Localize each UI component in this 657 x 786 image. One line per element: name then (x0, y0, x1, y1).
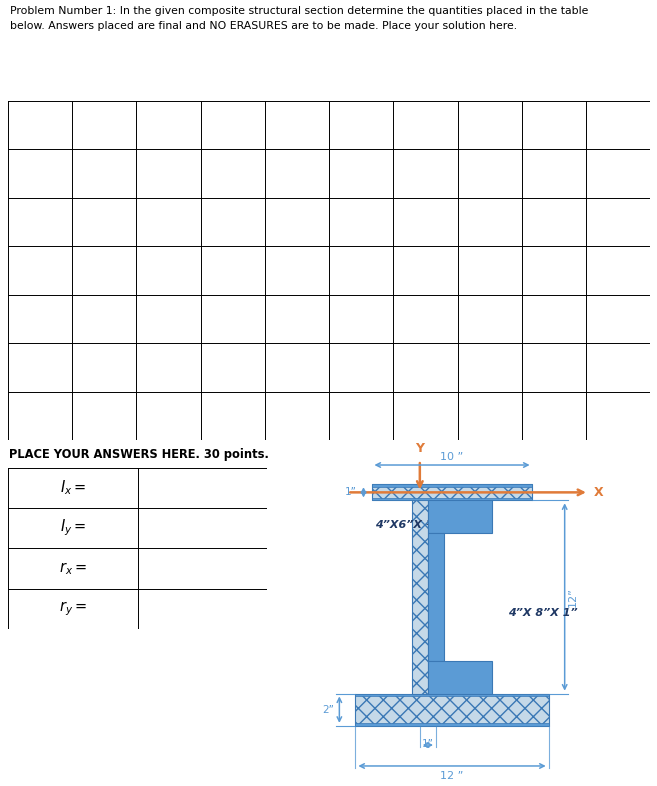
Text: $r_x =$: $r_x =$ (58, 560, 87, 577)
Bar (428, 661, 492, 693)
Bar (355, 693, 549, 725)
Bar (372, 484, 532, 501)
Bar (372, 498, 532, 501)
Bar (355, 723, 549, 725)
Text: 12”: 12” (568, 587, 578, 607)
Text: X: X (594, 486, 603, 499)
Text: 4”X 8”X 1”: 4”X 8”X 1” (509, 608, 578, 618)
Text: Y: Y (415, 443, 424, 455)
Bar (355, 693, 549, 696)
Text: Problem Number 1: In the given composite structural section determine the quanti: Problem Number 1: In the given composite… (11, 6, 589, 31)
Bar (412, 501, 428, 693)
Bar (372, 484, 532, 487)
Text: PLACE YOUR ANSWERS HERE. 30 points.: PLACE YOUR ANSWERS HERE. 30 points. (9, 448, 269, 461)
Bar (428, 533, 444, 661)
Text: 4”X6”X ½”: 4”X6”X ½” (374, 520, 444, 530)
Text: 1”: 1” (422, 739, 434, 748)
Bar (428, 501, 492, 533)
Text: 2”: 2” (323, 704, 334, 714)
Text: 10 ”: 10 ” (440, 452, 464, 462)
Text: $I_y =$: $I_y =$ (60, 518, 86, 538)
Text: 12 ”: 12 ” (440, 771, 464, 780)
Text: $r_y =$: $r_y =$ (58, 600, 87, 618)
Text: $I_x =$: $I_x =$ (60, 479, 86, 498)
Text: 1”: 1” (345, 487, 357, 498)
